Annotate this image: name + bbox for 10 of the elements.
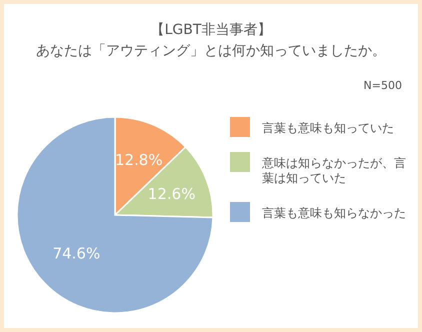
- legend-label: 意味は知らなかったが、言葉は知っていた: [261, 156, 406, 185]
- legend-label: 言葉も意味も知っていた: [262, 121, 394, 135]
- legend-label: 言葉も意味も知らなかった: [262, 206, 406, 220]
- pie-slice: [16, 116, 214, 314]
- chart-subtitle: あなたは「アウティング」とは何か知っていましたか。: [36, 43, 386, 59]
- chart-title: 【LGBT非当事者】: [150, 22, 272, 38]
- text: N=500: [364, 79, 402, 92]
- data-label: 12.6%: [148, 184, 196, 203]
- data-label: 12.8%: [114, 151, 163, 170]
- data-label: 74.6%: [52, 244, 100, 263]
